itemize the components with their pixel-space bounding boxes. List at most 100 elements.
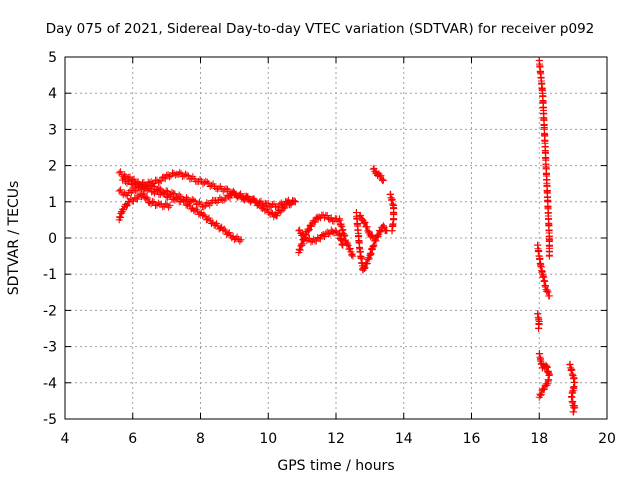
- data-point: [155, 184, 163, 192]
- x-tick-label: 18: [530, 431, 548, 447]
- data-point: [378, 175, 386, 183]
- data-point: [281, 203, 289, 211]
- data-point: [300, 230, 308, 238]
- data-point: [331, 227, 339, 235]
- data-point: [161, 175, 169, 183]
- data-point: [379, 177, 387, 185]
- data-point: [151, 182, 159, 190]
- data-point: [165, 191, 173, 199]
- data-point: [208, 181, 216, 189]
- data-point: [369, 242, 377, 250]
- y-axis-label: SDTVAR / TECUs: [6, 181, 22, 296]
- data-point: [133, 180, 141, 188]
- data-point: [225, 193, 233, 201]
- data-point: [542, 380, 550, 388]
- data-point: [377, 172, 385, 180]
- y-tick-label: -1: [43, 267, 57, 283]
- data-point: [119, 176, 127, 184]
- data-point: [153, 187, 161, 195]
- grid-lines: [65, 57, 607, 419]
- data-point: [123, 201, 131, 209]
- data-point: [571, 403, 579, 411]
- data-point: [376, 228, 384, 236]
- data-point: [236, 191, 244, 199]
- data-point: [360, 218, 368, 226]
- x-tick-label: 14: [395, 431, 413, 447]
- data-point: [158, 188, 166, 196]
- chart-title: Day 075 of 2021, Sidereal Day-to-day VTE…: [46, 21, 595, 37]
- data-point: [175, 191, 183, 199]
- y-tick-label: 3: [48, 122, 57, 138]
- data-point: [166, 173, 174, 181]
- data-point: [364, 255, 372, 263]
- data-point: [166, 201, 174, 209]
- x-axis-label: GPS time / hours: [277, 458, 394, 474]
- y-tick-label: 1: [48, 195, 57, 211]
- data-point: [380, 223, 388, 231]
- data-point: [357, 211, 365, 219]
- data-point: [229, 189, 237, 197]
- data-point: [121, 171, 129, 179]
- y-tick-label: -4: [43, 376, 57, 392]
- data-point: [544, 288, 552, 296]
- x-tick-label: 4: [61, 431, 70, 447]
- data-point: [327, 214, 335, 222]
- data-point: [276, 208, 284, 216]
- data-point: [190, 196, 198, 204]
- data-point: [569, 408, 577, 416]
- x-tick-label: 12: [327, 431, 345, 447]
- data-point: [363, 223, 371, 231]
- data-point: [236, 237, 244, 245]
- data-points: [115, 56, 579, 416]
- data-point: [325, 230, 333, 238]
- data-point: [149, 198, 157, 206]
- data-point: [263, 205, 271, 213]
- data-point: [140, 182, 148, 190]
- data-point: [225, 229, 233, 237]
- data-point: [162, 200, 170, 208]
- data-point: [157, 177, 165, 185]
- data-point: [536, 390, 544, 398]
- data-point: [308, 222, 316, 230]
- data-point: [348, 251, 356, 259]
- x-tick-label: 16: [463, 431, 481, 447]
- data-point: [273, 212, 281, 220]
- data-point: [165, 203, 173, 211]
- data-point: [543, 286, 551, 294]
- data-point: [287, 201, 295, 209]
- data-point: [117, 186, 125, 194]
- data-point: [323, 211, 331, 219]
- data-point: [535, 393, 543, 401]
- data-point: [311, 218, 319, 226]
- data-point: [145, 184, 153, 192]
- y-tick-label: 2: [48, 159, 57, 175]
- data-point: [346, 244, 354, 252]
- data-point: [298, 241, 306, 249]
- data-point: [539, 385, 547, 393]
- data-point: [130, 175, 138, 183]
- data-point: [143, 193, 151, 201]
- data-point: [349, 252, 357, 260]
- data-point: [267, 208, 275, 216]
- data-point: [120, 206, 128, 214]
- data-point: [291, 198, 299, 206]
- data-point: [370, 164, 378, 172]
- data-point: [137, 181, 145, 189]
- data-point: [545, 252, 553, 260]
- data-point: [570, 404, 578, 412]
- data-point: [123, 192, 131, 200]
- data-point: [280, 204, 288, 212]
- x-tick-label: 6: [128, 431, 137, 447]
- data-point: [251, 196, 259, 204]
- data-point: [200, 203, 208, 211]
- data-point: [538, 386, 546, 394]
- data-point: [539, 386, 547, 394]
- data-point: [133, 187, 141, 195]
- data-point: [361, 264, 369, 272]
- data-point: [316, 235, 324, 243]
- data-point: [305, 227, 313, 235]
- data-point: [220, 196, 228, 204]
- data-point: [183, 171, 191, 179]
